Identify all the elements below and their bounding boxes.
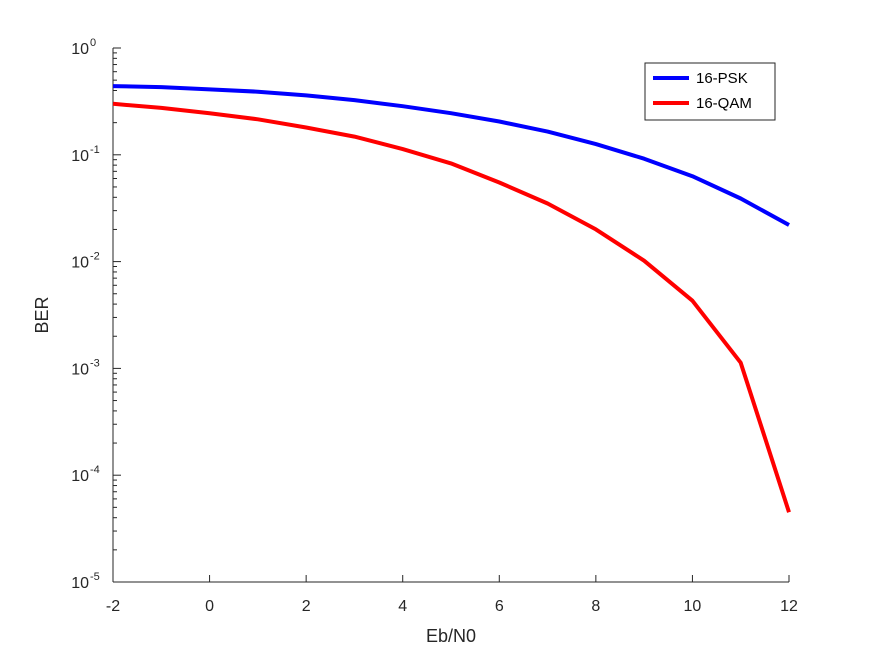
x-tick-label: 2 (302, 598, 311, 615)
y-tick-label: 10 (71, 575, 89, 592)
x-axis-title: Eb/N0 (426, 626, 476, 646)
y-tick-label: 10 (71, 148, 89, 165)
legend-box (644, 62, 776, 121)
series-group (112, 84, 791, 513)
y-tick-exponent: -1 (90, 144, 100, 156)
x-ticks: -2 0 2 4 6 8 10 12 (106, 575, 798, 615)
x-tick-label: 10 (684, 598, 702, 615)
x-tick-label: 6 (495, 598, 504, 615)
y-axis-title: BER (32, 296, 52, 333)
x-tick-label: 8 (591, 598, 600, 615)
legend-label: 16-PSK (696, 70, 748, 87)
y-tick-exponent: 0 (90, 37, 96, 49)
y-tick-label: 10 (71, 255, 89, 272)
y-tick-exponent: -2 (90, 251, 100, 263)
x-tick-label: 12 (780, 598, 798, 615)
y-tick-exponent: -5 (90, 571, 100, 583)
series-line-16-qam (112, 101, 791, 513)
y-tick-label: 10 (71, 468, 89, 485)
axes (112, 48, 789, 583)
legend-label: 16-QAM (696, 95, 752, 112)
y-tick-exponent: -4 (90, 464, 100, 476)
x-tick-label: 4 (398, 598, 407, 615)
legend: 16-PSK 16-QAM (644, 62, 776, 121)
x-tick-label: -2 (106, 598, 120, 615)
y-tick-label: 10 (71, 41, 89, 58)
y-tick-exponent: -3 (90, 357, 100, 369)
y-tick-label: 10 (71, 361, 89, 378)
series-line-16-psk (112, 84, 790, 227)
x-tick-label: 0 (205, 598, 214, 615)
